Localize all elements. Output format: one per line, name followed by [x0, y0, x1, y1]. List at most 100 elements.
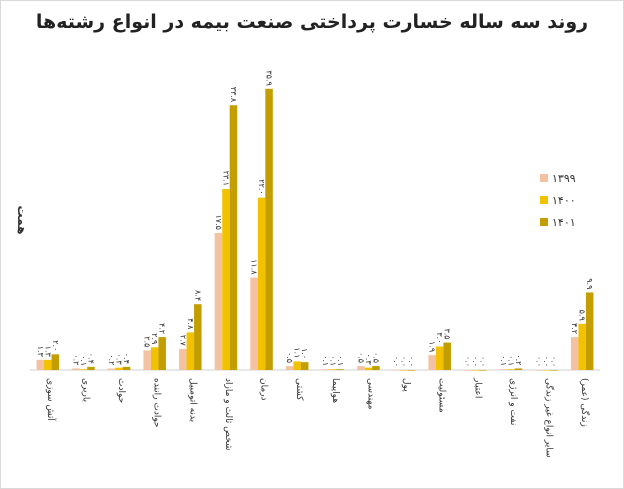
x-tick-label: مهندسی [365, 378, 375, 410]
bar [400, 370, 408, 371]
value-label: ۰.۵ [285, 352, 294, 363]
value-label: ۲.۵ [143, 336, 152, 347]
value-label: ۵.۹ [578, 310, 587, 321]
bar [194, 304, 202, 370]
x-tick-label: آتش سوزی [45, 378, 57, 421]
value-label: ۳۳.۸ [229, 87, 238, 103]
x-tick-label: زندگی (عمر) [579, 378, 591, 427]
value-label: ۲.۹ [150, 333, 159, 344]
value-label: ۰.۰ [535, 356, 544, 367]
value-label: ۰.۳ [364, 354, 373, 366]
bar [214, 232, 223, 370]
bar [321, 369, 330, 370]
bar [542, 370, 551, 371]
bar [499, 369, 508, 370]
bar [336, 369, 345, 370]
value-label: ۰.۲ [107, 354, 116, 365]
bar [293, 361, 301, 370]
value-label: ۰.۰ [542, 356, 551, 367]
bar [122, 366, 131, 370]
value-label: ۲۳.۱ [221, 171, 230, 186]
bar [300, 362, 309, 370]
x-tick-label: بدنه اتومبیل [187, 378, 197, 422]
value-label: ۴.۸ [186, 318, 195, 330]
x-tick-label: درمان [259, 378, 269, 401]
value-label: ۰.۴ [122, 353, 131, 364]
bar [265, 88, 273, 371]
bar [428, 355, 436, 370]
x-tick-label: هواپیما [330, 378, 340, 403]
bar [222, 189, 230, 370]
legend-swatch [540, 174, 548, 182]
value-label: ۰.۱ [79, 355, 88, 366]
bar [392, 370, 401, 371]
x-tick-label: اعتبار [472, 377, 482, 398]
bar [464, 370, 472, 371]
bar [435, 346, 444, 370]
value-label: ۰.۰ [407, 356, 416, 367]
value-label: ۳۵.۹ [265, 70, 274, 85]
bar [514, 368, 523, 370]
value-label: ۰.۰ [463, 356, 472, 367]
bar [471, 370, 480, 371]
value-label: ۰.۱ [336, 355, 345, 366]
bar [329, 369, 337, 370]
chart-title: روند سه ساله خسارت پرداختی صنعت بیمه در … [36, 11, 588, 33]
value-label: ۰.۰ [392, 356, 401, 367]
value-label: ۰.۰ [400, 356, 409, 367]
legend-label: ۱۳۹۹ [552, 172, 576, 185]
bar [364, 367, 373, 370]
value-label: ۹.۹ [585, 278, 594, 289]
legend-swatch [540, 196, 548, 204]
bar [479, 370, 487, 371]
value-label: ۰.۵ [371, 352, 380, 363]
value-label: ۲۲.۰ [257, 179, 266, 194]
value-label: ۸.۴ [193, 290, 202, 301]
x-tick-label: نفت و انرژی [508, 378, 518, 425]
x-tick-label: مسئولیت [437, 378, 447, 413]
value-label: ۴.۲ [158, 323, 167, 334]
value-label: ۳.۵ [443, 328, 452, 339]
value-label: ۱۷.۵ [214, 214, 223, 229]
bar [79, 369, 88, 370]
bar [285, 366, 294, 370]
bar [357, 366, 365, 370]
x-tick-label: شخص ثالث و مازاد [223, 378, 233, 451]
bar [87, 366, 95, 370]
value-label: ۰.۲ [71, 354, 80, 365]
bar [585, 292, 594, 370]
x-tick-label: باربری [80, 378, 90, 402]
value-label: ۱.۳ [43, 346, 52, 358]
bar [44, 359, 52, 370]
y-axis-label: همت [15, 205, 29, 234]
value-label: ۱.۱ [293, 347, 302, 358]
bar [257, 197, 266, 370]
value-label: ۱.۰ [300, 348, 309, 359]
value-label: ۰.۰ [471, 356, 480, 367]
bar [72, 368, 80, 370]
value-label: ۱.۳ [36, 346, 45, 358]
value-label: ۰.۰ [550, 356, 559, 367]
value-label: ۰.۳ [115, 354, 124, 366]
x-tick-label: سایر انواع غیر زندگی [544, 378, 556, 458]
x-tick-label: پول [401, 378, 411, 392]
bar [51, 354, 60, 370]
value-label: ۲.۷ [178, 335, 187, 347]
value-label: ۰.۵ [356, 352, 365, 363]
legend-label: ۱۴۰۰ [552, 194, 576, 207]
value-label: ۰.۱ [321, 355, 330, 366]
value-label: ۰.۰ [478, 356, 487, 367]
value-label: ۰.۴ [86, 353, 95, 364]
bar [407, 370, 416, 371]
value-label: ۰.۱ [499, 355, 508, 366]
bar [36, 359, 45, 370]
value-label: ۰.۲ [514, 354, 523, 365]
bar [107, 368, 116, 370]
bar [250, 277, 258, 370]
bar [179, 348, 187, 370]
bar [150, 347, 159, 370]
value-label: ۱۱.۸ [250, 259, 259, 275]
value-label: ۲.۰ [51, 340, 60, 351]
bar [229, 105, 238, 370]
